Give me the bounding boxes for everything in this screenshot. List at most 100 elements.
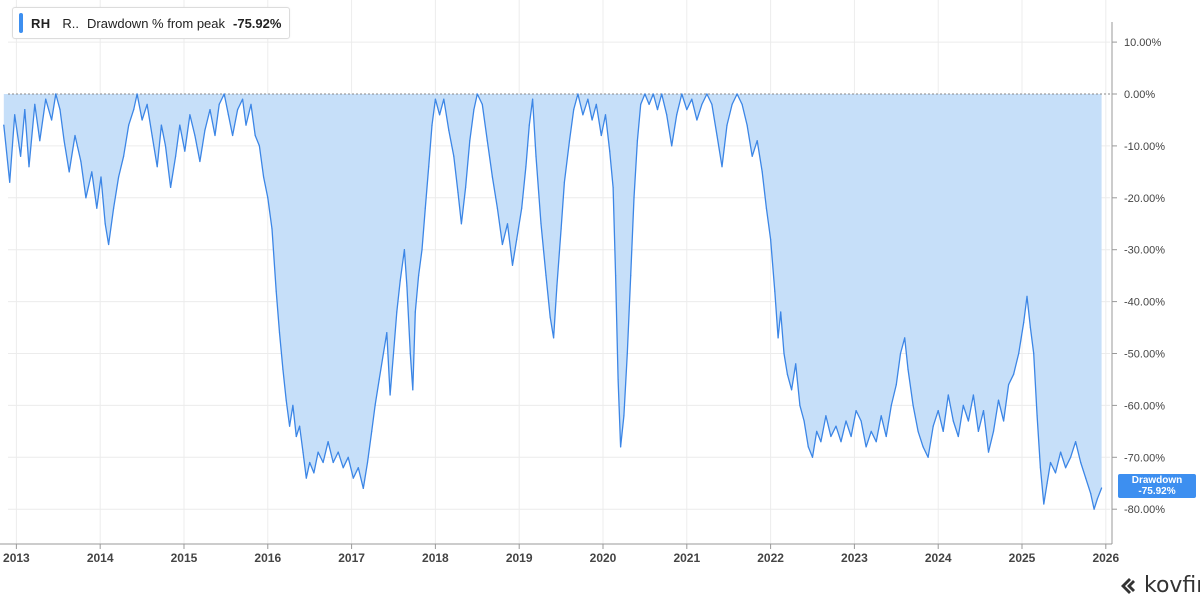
drawdown-data-point [34, 103, 36, 105]
y-tick-label: -10.00% [1124, 141, 1165, 153]
drawdown-data-point [1026, 295, 1028, 297]
y-tick-label: -30.00% [1124, 245, 1165, 257]
drawdown-data-point [904, 337, 906, 339]
drawdown-data-point [469, 140, 471, 142]
drawdown-data-point [91, 171, 93, 173]
drawdown-data-point [1060, 451, 1062, 453]
drawdown-data-point [1075, 441, 1077, 443]
drawdown-data-point [457, 192, 459, 194]
drawdown-data-point [623, 415, 625, 417]
y-tick-label: -50.00% [1124, 349, 1165, 361]
drawdown-data-point [357, 467, 359, 469]
drawdown-data-point [957, 435, 959, 438]
plot-area [3, 93, 1112, 510]
drawdown-data-point [305, 477, 307, 479]
drawdown-data-point [378, 378, 380, 381]
drawdown-data-point [271, 228, 273, 230]
legend-ticker: RH [31, 15, 51, 31]
drawdown-data-point [706, 93, 708, 95]
drawdown-data-point [528, 124, 530, 126]
drawdown-data-point [392, 352, 395, 355]
drawdown-data-point [780, 311, 782, 313]
drawdown-data-point [214, 134, 216, 137]
drawdown-data-point [855, 410, 857, 412]
drawdown-data-point [302, 451, 304, 453]
drawdown-data-point [711, 103, 713, 105]
drawdown-data-point [633, 197, 635, 199]
drawdown-data-point [553, 337, 555, 339]
drawdown-data-point [626, 352, 628, 355]
drawdown-data-point [227, 114, 229, 116]
drawdown-data-point [899, 352, 902, 355]
drawdown-data-point [278, 332, 281, 334]
series-legend[interactable]: RH R.. Drawdown % from peak -75.92% [12, 7, 291, 39]
drawdown-data-point [128, 124, 130, 126]
drawdown-data-point [1096, 498, 1098, 500]
drawdown-data-point [912, 404, 914, 406]
drawdown-data-point [453, 155, 455, 157]
drawdown-data-point [68, 171, 70, 173]
drawdown-data-point [1093, 508, 1095, 510]
drawdown-data-point [644, 93, 646, 95]
drawdown-data-point [59, 109, 61, 111]
drawdown-data-point [870, 430, 872, 432]
drawdown-data-point [289, 425, 291, 427]
drawdown-data-point [587, 98, 589, 100]
drawdown-data-point [424, 207, 426, 209]
drawdown-data-point [615, 275, 617, 277]
drawdown-data-point [382, 352, 384, 355]
drawdown-data-point [327, 441, 329, 443]
drawdown-data-point [55, 93, 57, 95]
drawdown-data-point [24, 109, 26, 111]
kovfin-logo-icon [1121, 577, 1135, 594]
drawdown-data-point [777, 337, 779, 339]
drawdown-data-point [506, 223, 509, 225]
x-tick-label: 2024 [925, 551, 952, 565]
drawdown-data-point [830, 435, 832, 438]
drawdown-data-point [263, 176, 265, 178]
drawdown-data-point [374, 404, 376, 406]
drawdown-data-point [133, 109, 135, 111]
drawdown-data-point [313, 472, 315, 474]
drawdown-data-point [164, 145, 167, 147]
drawdown-data-point [232, 134, 234, 137]
x-tick-label: 2022 [757, 551, 784, 565]
drawdown-data-point [783, 352, 785, 355]
drawdown-data-point [1070, 456, 1072, 458]
drawdown-data-point [1101, 487, 1103, 489]
drawdown-data-point [890, 404, 892, 406]
drawdown-data-point [250, 103, 252, 105]
drawdown-data-point [850, 435, 852, 438]
drawdown-data-point [74, 134, 76, 137]
kovfin-brand[interactable]: kovfin [1118, 573, 1200, 598]
drawdown-data-point [481, 103, 483, 105]
drawdown-data-point [671, 145, 673, 147]
drawdown-data-point [1013, 373, 1015, 375]
y-tick-label: -70.00% [1124, 452, 1165, 464]
drawdown-data-point [952, 420, 954, 422]
drawdown-data-point [104, 223, 106, 225]
drawdown-data-point [317, 451, 319, 453]
series-color-swatch [19, 13, 23, 33]
drawdown-data-point [1029, 327, 1031, 329]
drawdown-data-point [347, 456, 349, 458]
y-tick-label: 10.00% [1124, 37, 1162, 49]
drawdown-data-point [648, 103, 650, 105]
drawdown-data-point [118, 176, 120, 178]
drawdown-data-point [816, 430, 818, 432]
drawdown-data-point [267, 197, 269, 199]
drawdown-data-point [403, 249, 405, 251]
drawdown-data-point [736, 93, 738, 95]
drawdown-data-point [612, 186, 614, 188]
drawdown-data-point [860, 420, 862, 422]
drawdown-data-point [448, 129, 450, 131]
drawdown-data-point [396, 311, 398, 313]
drawdown-data-point [352, 477, 354, 479]
drawdown-data-point [337, 451, 339, 453]
drawdown-data-point [1033, 352, 1035, 355]
drawdown-data-point [701, 103, 703, 105]
drawdown-data-point [942, 430, 944, 432]
drawdown-data-point [45, 98, 47, 100]
drawdown-data-point [600, 134, 602, 137]
drawdown-data-point [525, 166, 527, 168]
